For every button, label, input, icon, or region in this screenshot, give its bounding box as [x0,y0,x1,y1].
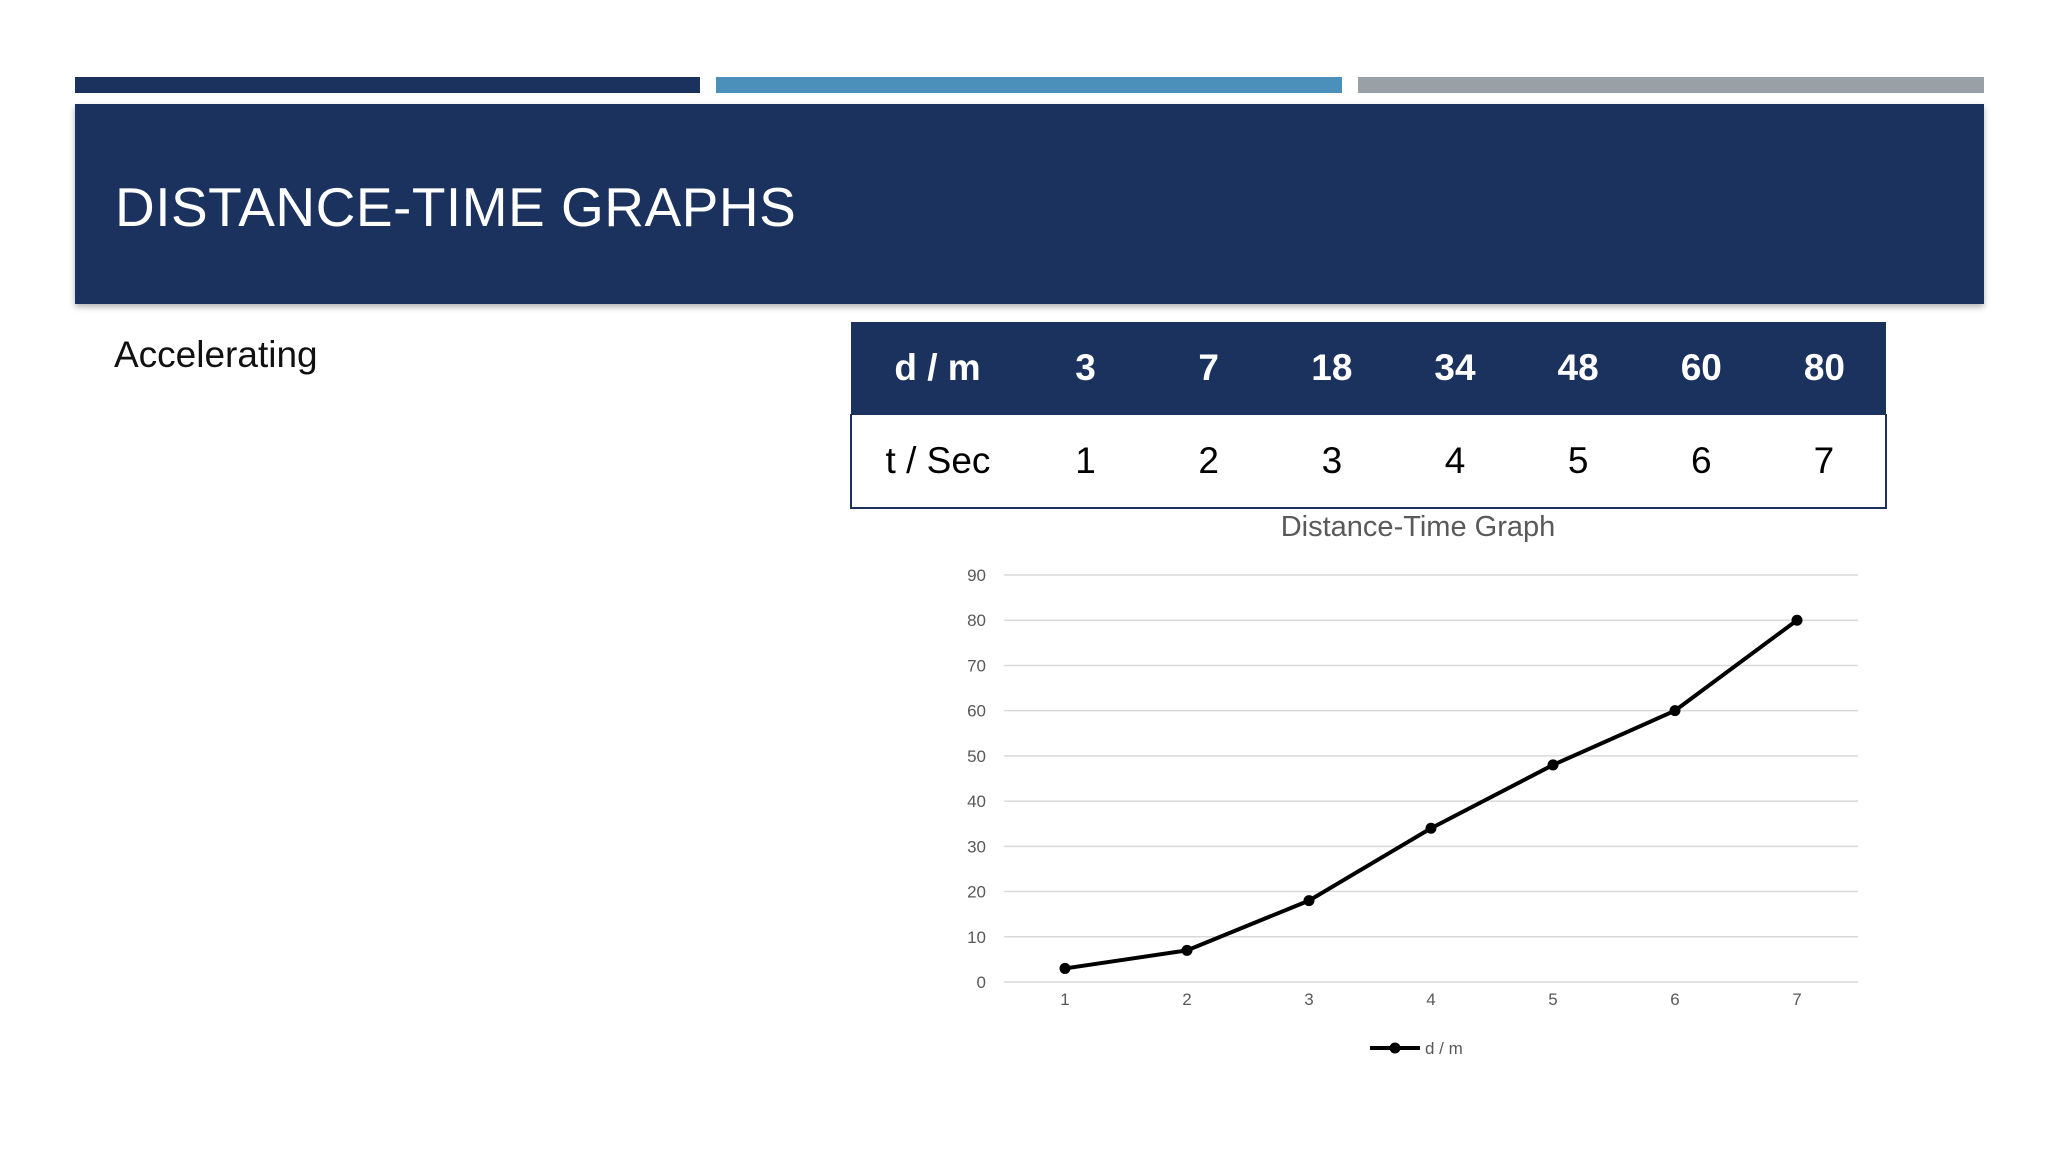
x-tick-label: 4 [1426,990,1435,1009]
table-cell: 2 [1147,414,1271,509]
table-cell: 7 [1147,322,1271,415]
accent-bar-blue [716,77,1342,93]
data-point [1547,759,1559,771]
table-cell: 34 [1393,322,1517,415]
x-tick-label: 3 [1304,990,1313,1009]
legend-marker [1389,1042,1401,1054]
data-point [1791,614,1803,626]
data-table: d / m 3 7 18 34 48 60 80 t / Sec 1 2 3 4… [850,322,1888,509]
table-cell: t / Sec [850,414,1024,509]
x-tick-label: 6 [1670,990,1679,1009]
chart-title: Distance-Time Graph [1281,511,1556,543]
x-tick-label: 1 [1060,990,1069,1009]
series-line [1064,618,1799,971]
legend-label: d / m [1425,1039,1463,1058]
table-cell: 48 [1516,322,1640,415]
table-cell: 5 [1516,414,1640,509]
table-cell: d / m [851,322,1024,415]
x-tick-label: 5 [1548,990,1557,1009]
table-row-time: t / Sec 1 2 3 4 5 6 7 [850,414,1888,509]
data-point [1425,822,1437,834]
y-tick-label: 10 [967,928,986,947]
title-band: DISTANCE-TIME GRAPHS [75,104,1984,304]
y-tick-label: 90 [967,566,986,585]
y-tick-label: 60 [967,702,986,721]
data-point [1303,895,1315,907]
table-cell: 80 [1762,322,1886,415]
table-cell: 6 [1639,414,1763,509]
table-cell: 1 [1024,414,1148,509]
table-cell: 18 [1270,322,1394,415]
data-point [1669,705,1681,717]
y-tick-label: 80 [967,611,986,630]
table-cell: 7 [1762,414,1888,509]
table-cell: 60 [1639,322,1763,415]
chart-svg: Distance-Time Graph 0102030405060708090 … [967,511,1858,1058]
slide-subtitle: Accelerating [114,334,318,375]
accent-bar-navy [75,77,700,93]
x-tick-label: 7 [1792,990,1801,1009]
x-tick-label: 2 [1182,990,1191,1009]
line-chart: Distance-Time Graph 0 10 20 30 40 50 60 70 80 90 … [850,500,1887,1080]
y-tick-label: 20 [967,883,986,902]
table-cell: 3 [1024,322,1148,415]
table-cell: 4 [1393,414,1517,509]
y-tick-label: 40 [967,792,986,811]
table-cell: 3 [1270,414,1394,509]
data-point [1059,962,1071,974]
data-point [1181,944,1193,956]
accent-bar-gray [1358,77,1984,93]
y-tick-label: 70 [967,656,986,675]
y-tick-label: 50 [967,747,986,766]
y-tick-label: 0 [977,973,986,992]
y-tick-label: 30 [967,837,986,856]
table-row-distance: d / m 3 7 18 34 48 60 80 [851,322,1886,415]
slide-title: DISTANCE-TIME GRAPHS [115,176,797,238]
